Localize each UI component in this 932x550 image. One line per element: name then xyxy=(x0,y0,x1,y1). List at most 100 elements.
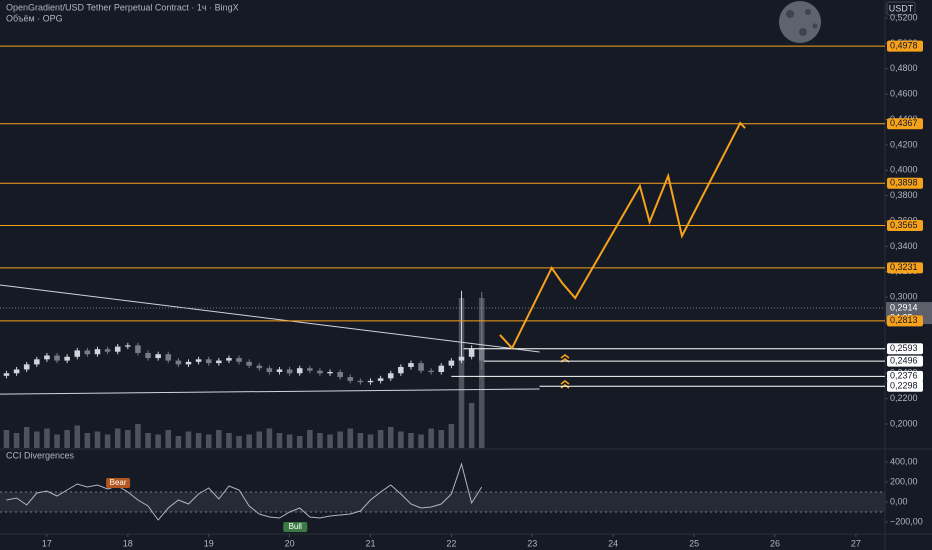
candle-body xyxy=(125,345,131,347)
divergence-label: Bear xyxy=(110,478,127,487)
volume-bar xyxy=(286,434,293,448)
current-price-label: 0,2914 xyxy=(890,302,918,312)
volume-bar xyxy=(256,431,263,448)
candle-body xyxy=(236,358,242,362)
divergence-badge xyxy=(106,478,131,488)
candle-body xyxy=(94,349,101,355)
candle-body xyxy=(74,350,81,357)
candle-body xyxy=(135,345,141,353)
candle-body xyxy=(276,369,283,373)
volume-bar xyxy=(145,433,151,448)
candle-body xyxy=(205,359,212,364)
level-badge xyxy=(887,380,923,392)
cci-tick-label: 0,00 xyxy=(890,496,908,506)
candle-body xyxy=(307,368,313,371)
candle-body xyxy=(266,368,273,373)
level-label: 0,2813 xyxy=(890,315,918,325)
y-tick-label: 0,5200 xyxy=(890,12,918,22)
volume-label: Объём · OPG xyxy=(6,13,63,23)
candle-body xyxy=(54,355,60,361)
cci-band xyxy=(0,492,885,512)
volume-bar xyxy=(13,433,20,448)
chevrons xyxy=(560,354,570,389)
volume-bar xyxy=(34,431,40,448)
level-label: 0,2376 xyxy=(890,371,918,381)
x-tick-label: 20 xyxy=(285,538,295,548)
currency-badge[interactable] xyxy=(886,1,916,16)
level-label: 0,2593 xyxy=(890,343,918,353)
y-tick-label: 0,3000 xyxy=(890,292,918,302)
volume-bar xyxy=(347,428,354,448)
cci-tick-label: 400,00 xyxy=(890,456,918,466)
candle-body xyxy=(468,349,475,357)
volume-bar xyxy=(175,436,182,448)
volume-bar xyxy=(205,434,212,448)
level-label: 0,3231 xyxy=(890,262,918,272)
candle-body xyxy=(185,361,192,365)
candle-body xyxy=(3,373,10,376)
x-tick-label: 24 xyxy=(608,538,618,548)
volume-bar xyxy=(408,433,414,448)
y-tick-label: 0,4600 xyxy=(890,89,918,99)
candle-body xyxy=(418,363,424,371)
candle-body xyxy=(216,360,222,364)
candle-body xyxy=(44,355,50,360)
candle-body xyxy=(104,349,111,352)
divergence-label: Bull xyxy=(289,522,303,531)
volume-bar xyxy=(317,433,323,448)
volume-bar xyxy=(54,434,60,448)
volume-bar xyxy=(226,433,232,448)
trendline xyxy=(0,284,540,353)
volume-bar xyxy=(84,433,91,448)
candle-body xyxy=(337,372,343,378)
y-tick-label: 0,2000 xyxy=(890,418,918,428)
x-tick-label: 17 xyxy=(42,538,52,548)
level-badge xyxy=(887,219,923,231)
volume-bar xyxy=(165,430,172,448)
volume-bar xyxy=(377,430,384,448)
x-tick-label: 25 xyxy=(689,538,699,548)
candle-body xyxy=(114,346,121,352)
volume-bar xyxy=(94,431,101,448)
x-tick-label: 27 xyxy=(851,538,861,548)
volume-bar xyxy=(327,434,333,448)
volume-bar xyxy=(458,298,465,448)
candle-body xyxy=(458,356,465,361)
volume-bar xyxy=(478,298,485,448)
level-badge xyxy=(887,370,923,382)
candle-body xyxy=(23,364,30,370)
candle-body xyxy=(34,359,40,365)
divergence-badge xyxy=(283,522,308,532)
volume-bar xyxy=(398,431,404,448)
trendline xyxy=(0,388,540,395)
candle-body xyxy=(398,366,404,374)
candle-body xyxy=(155,354,161,359)
volume-bar xyxy=(44,428,50,448)
cci-tick-label: 200,00 xyxy=(890,476,918,486)
volume-bar xyxy=(114,428,121,448)
candle-body xyxy=(347,377,354,381)
candle-body xyxy=(327,372,333,374)
volume-bar xyxy=(387,427,394,448)
volume-bar xyxy=(276,433,283,448)
level-badge xyxy=(887,177,923,189)
volume-bar xyxy=(23,427,30,448)
candle-body xyxy=(64,356,70,361)
volume-bar xyxy=(296,436,303,448)
candle-body xyxy=(387,373,394,379)
level-label: 0,3565 xyxy=(890,220,918,230)
volume-bar xyxy=(3,430,10,448)
projection-path xyxy=(499,121,746,350)
volume-bar xyxy=(367,434,374,448)
volume-bar xyxy=(216,430,222,448)
cci-tick-label: −200,00 xyxy=(890,516,923,526)
x-tick-label: 23 xyxy=(527,538,537,548)
candle-body xyxy=(84,350,91,355)
candle-body xyxy=(246,361,252,366)
y-tick-label: 0,2200 xyxy=(890,393,918,403)
volume-bar xyxy=(246,434,252,448)
level-badge xyxy=(887,355,923,367)
candle-body xyxy=(145,352,151,359)
